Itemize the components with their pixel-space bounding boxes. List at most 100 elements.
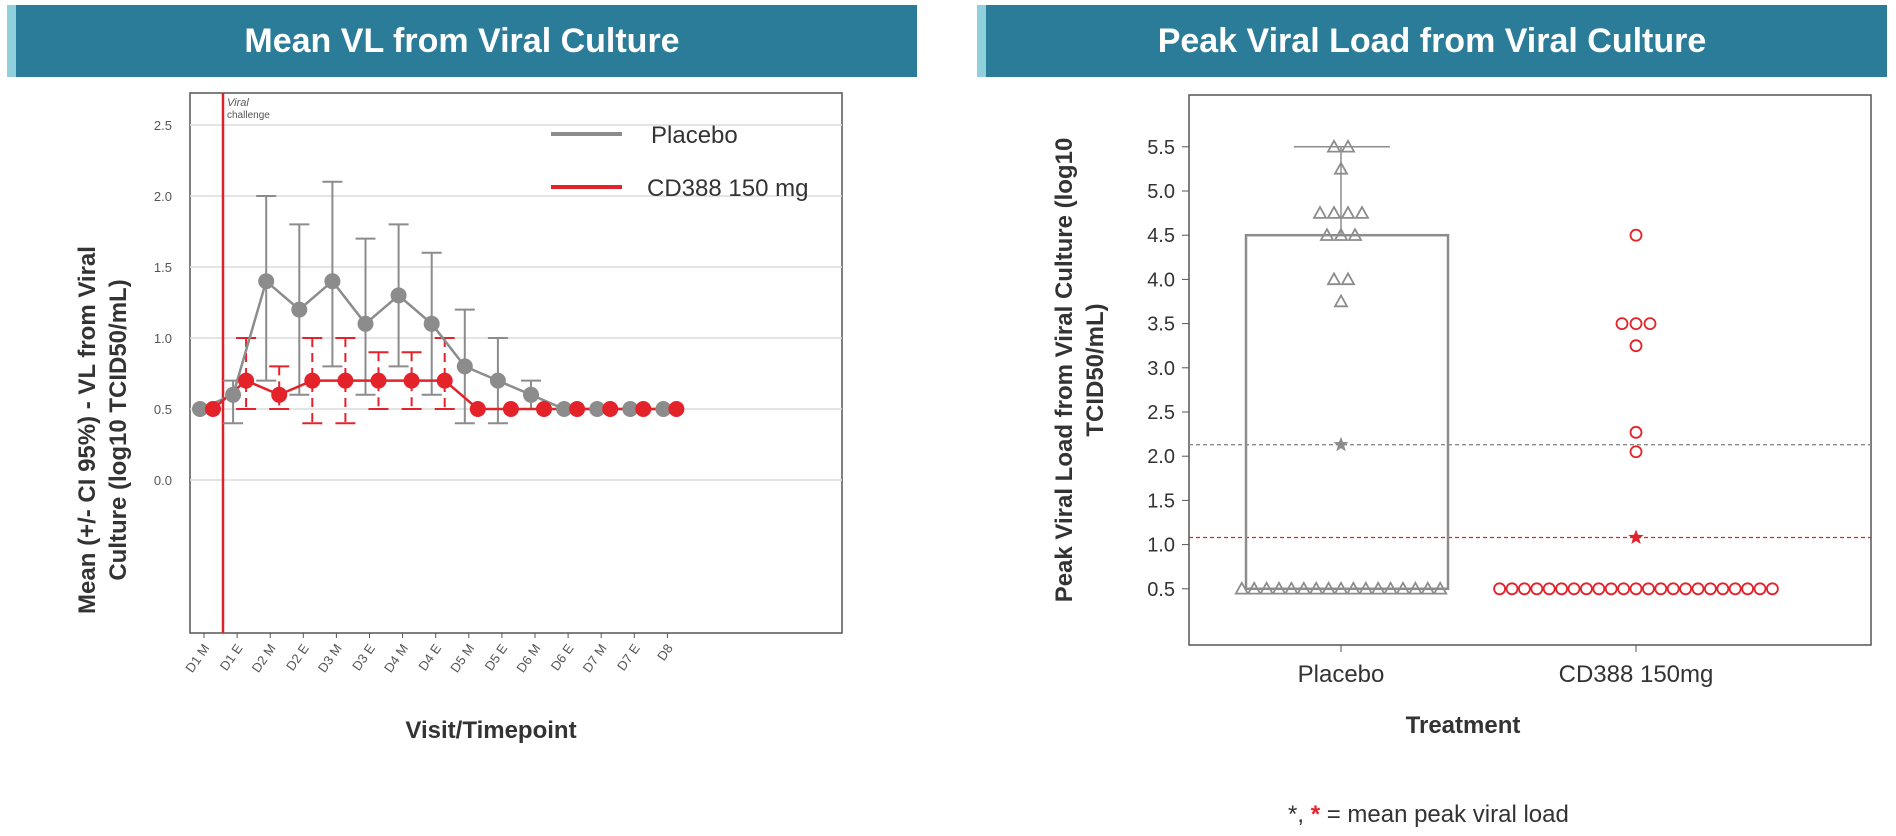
y-tick-label: 3.5 bbox=[1147, 314, 1175, 336]
data-point bbox=[390, 287, 407, 304]
y-axis-label: Peak Viral Load from Viral Culture (log1… bbox=[1051, 138, 1109, 603]
y-tick-label: 1.5 bbox=[154, 260, 172, 275]
data-point bbox=[1753, 582, 1767, 596]
right-chart-title-banner: Peak Viral Load from Viral Culture bbox=[977, 5, 1887, 77]
data-point bbox=[1518, 582, 1531, 596]
data-point bbox=[1542, 582, 1556, 596]
banner-accent bbox=[7, 5, 16, 77]
y-tick-label: 5.5 bbox=[1147, 137, 1175, 159]
viral-challenge-label-line1: Viral bbox=[227, 97, 249, 109]
data-point bbox=[1666, 582, 1680, 596]
left-chart-title: Mean VL from Viral Culture bbox=[244, 21, 680, 60]
data-point bbox=[1629, 339, 1643, 353]
y-tick-label: 5.0 bbox=[1147, 181, 1175, 203]
y-tick-label: 2.0 bbox=[1147, 446, 1175, 468]
data-point bbox=[622, 401, 639, 417]
data-point bbox=[1617, 582, 1630, 596]
x-tick-label: D4 E bbox=[415, 641, 444, 674]
data-point bbox=[1629, 228, 1643, 242]
data-point bbox=[635, 401, 652, 417]
x-tick-label: D1 E bbox=[217, 641, 246, 674]
data-point bbox=[436, 372, 453, 389]
y-axis-label-line2: TCID50/mL) bbox=[1082, 303, 1109, 436]
y-axis-label: Mean (+/- CI 95%) - VL from Viral Cultur… bbox=[74, 246, 132, 614]
x-tick-label: D3 E bbox=[349, 641, 378, 674]
data-point bbox=[1326, 271, 1342, 286]
data-point bbox=[1580, 582, 1593, 596]
legend-label-placebo: Placebo bbox=[651, 122, 738, 149]
data-point bbox=[192, 401, 208, 417]
data-point bbox=[1741, 582, 1754, 596]
data-point bbox=[1604, 582, 1618, 596]
mean-marker bbox=[1628, 529, 1644, 544]
data-point bbox=[1333, 293, 1349, 308]
data-point bbox=[569, 401, 586, 417]
data-point bbox=[1345, 580, 1361, 595]
data-point bbox=[1326, 138, 1342, 153]
banner-accent bbox=[977, 5, 986, 77]
data-point bbox=[469, 401, 486, 417]
y-tick-label: 0.0 bbox=[154, 473, 172, 488]
mean-marker bbox=[1333, 436, 1349, 452]
y-tick-label: 4.5 bbox=[1147, 225, 1175, 247]
data-point bbox=[1629, 425, 1643, 439]
data-point bbox=[1642, 582, 1655, 596]
data-point bbox=[1629, 582, 1643, 596]
x-tick-label: D2 M bbox=[249, 641, 279, 675]
y-tick-label: 1.0 bbox=[154, 331, 172, 346]
data-point bbox=[1505, 582, 1519, 596]
data-point bbox=[1319, 227, 1335, 241]
data-point bbox=[1629, 445, 1643, 459]
data-point bbox=[668, 401, 685, 417]
y-tick-label: 0.5 bbox=[154, 402, 172, 417]
data-point bbox=[1259, 580, 1275, 595]
data-point bbox=[1271, 580, 1287, 595]
x-tick-label: D3 M bbox=[315, 641, 345, 675]
data-point bbox=[1615, 317, 1629, 331]
data-point bbox=[1340, 138, 1356, 153]
y-axis-label-line1: Mean (+/- CI 95%) - VL from Viral bbox=[74, 246, 101, 614]
data-point bbox=[324, 273, 341, 290]
data-point bbox=[304, 372, 321, 389]
footnote-prefix: *, bbox=[1288, 801, 1311, 828]
data-point bbox=[1347, 227, 1363, 241]
data-point bbox=[1704, 582, 1717, 596]
data-point bbox=[1691, 582, 1705, 596]
data-point bbox=[556, 401, 573, 417]
plot-frame bbox=[1188, 94, 1872, 646]
data-point bbox=[1728, 582, 1742, 596]
y-tick-label: 0.5 bbox=[1147, 579, 1175, 601]
data-point bbox=[602, 401, 619, 417]
x-tick-label: D5 E bbox=[481, 641, 510, 674]
data-point bbox=[1358, 580, 1374, 595]
data-point bbox=[357, 315, 374, 332]
data-point bbox=[1766, 582, 1779, 596]
data-point bbox=[403, 372, 420, 389]
y-axis-label-line1: Peak Viral Load from Viral Culture (log1… bbox=[1051, 138, 1078, 603]
y-tick-label: 3.0 bbox=[1147, 358, 1175, 380]
footnote: *, * = mean peak viral load bbox=[1288, 801, 1569, 828]
x-tick-label: D8 bbox=[654, 641, 676, 663]
x-tick-label: D7 E bbox=[614, 641, 643, 674]
data-point bbox=[1493, 582, 1506, 596]
x-tick-label: CD388 150mg bbox=[1559, 661, 1714, 688]
y-tick-label: 1.0 bbox=[1147, 535, 1175, 557]
x-tick-label: D5 M bbox=[447, 641, 477, 675]
data-point bbox=[225, 386, 242, 403]
y-tick-label: 2.5 bbox=[1147, 402, 1175, 424]
data-point bbox=[1326, 205, 1342, 219]
y-tick-label: 2.0 bbox=[154, 189, 172, 204]
data-point bbox=[1432, 580, 1448, 595]
y-tick-label: 2.5 bbox=[154, 118, 172, 133]
data-point bbox=[1395, 580, 1411, 595]
data-point bbox=[1246, 580, 1262, 595]
y-tick-label: 4.0 bbox=[1147, 269, 1175, 291]
data-point bbox=[1340, 271, 1356, 286]
data-point bbox=[337, 372, 354, 389]
x-tick-label: D7 M bbox=[580, 641, 610, 675]
legend: Placebo CD388 150 mg bbox=[551, 122, 808, 202]
data-point bbox=[1296, 580, 1312, 595]
left-chart-title-banner: Mean VL from Viral Culture bbox=[7, 5, 917, 77]
data-point bbox=[1333, 580, 1349, 595]
